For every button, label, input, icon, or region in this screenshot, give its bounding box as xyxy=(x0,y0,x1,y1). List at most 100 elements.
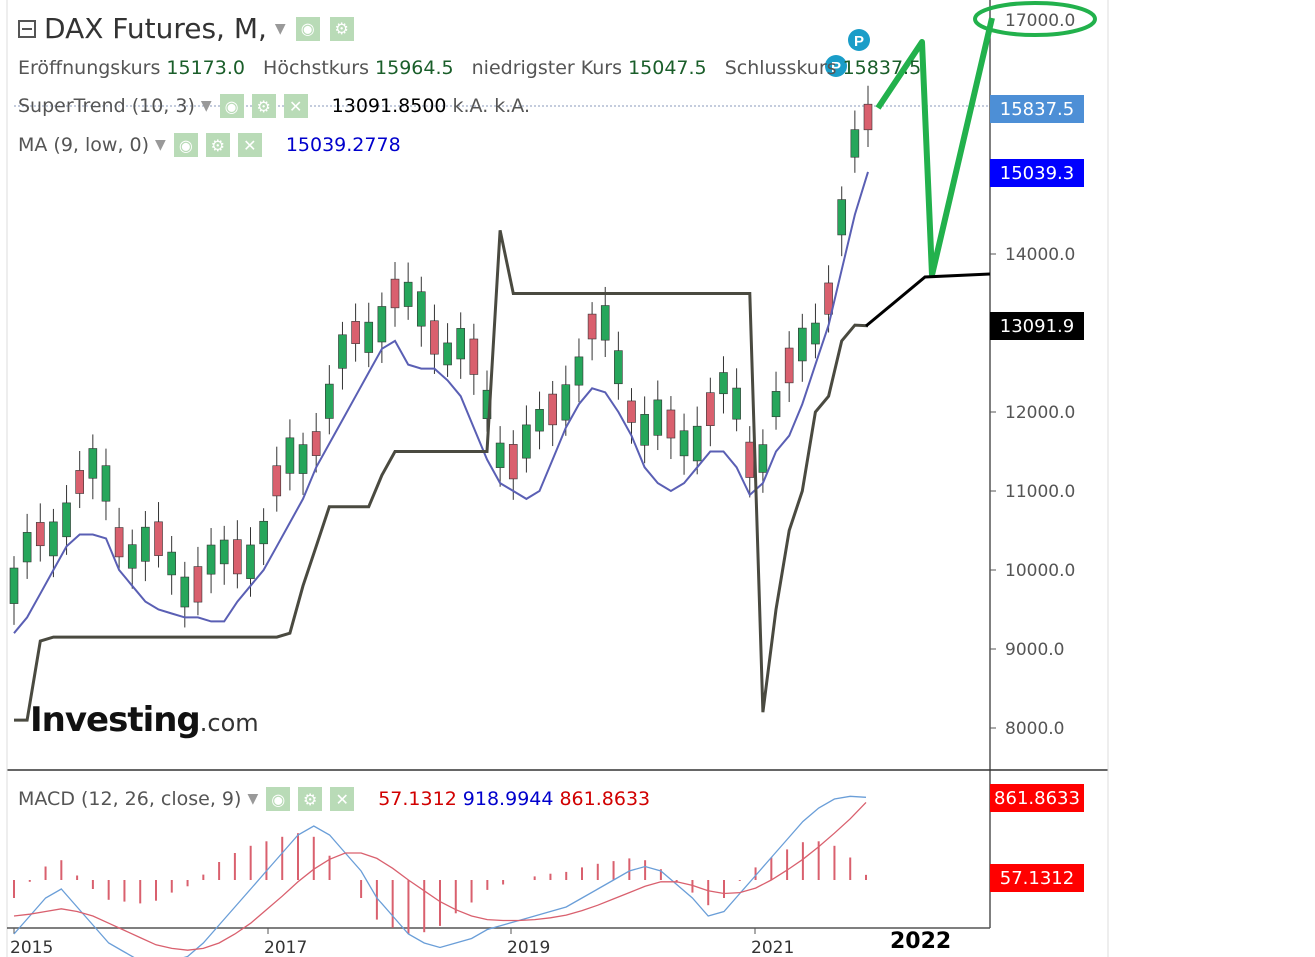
candle-body xyxy=(495,442,505,468)
candle-body xyxy=(338,334,347,369)
pivot-marker-2-label: P xyxy=(831,59,841,76)
candle-body xyxy=(88,448,98,479)
eye-icon[interactable]: ◉ xyxy=(266,787,291,811)
low-label: niedrigster Kurs xyxy=(471,57,623,79)
investing-logo: Investing.com xyxy=(30,700,259,740)
collapse-icon[interactable] xyxy=(18,19,36,38)
drawn-zigzag xyxy=(875,17,995,278)
candle-body xyxy=(692,425,702,462)
ma-label[interactable]: MA (9, low, 0) xyxy=(18,134,150,156)
candle-body xyxy=(600,305,610,341)
candle-body xyxy=(522,424,531,459)
eye-icon[interactable]: ◉ xyxy=(295,16,320,41)
macd-hist-tag: 57.1312 xyxy=(990,864,1084,892)
candle-body xyxy=(469,338,479,375)
candle-body xyxy=(351,321,360,344)
ma-legend: MA (9, low, 0) ▼ ◉ ⚙ ✕ 15039.2778 xyxy=(18,133,401,157)
candle-body xyxy=(758,444,768,473)
candle-body xyxy=(259,520,268,545)
drawn-target-ellipse xyxy=(973,1,1097,37)
x-tick-label: 2017 xyxy=(264,938,307,957)
candle-body xyxy=(653,399,663,436)
candle-body xyxy=(784,347,794,384)
close-icon[interactable]: ✕ xyxy=(237,133,262,157)
macd-label[interactable]: MACD (12, 26, close, 9) xyxy=(18,788,242,810)
candle-body xyxy=(535,409,544,432)
pivot-marker-2 xyxy=(825,55,847,77)
year-2022-label: 2022 xyxy=(890,929,951,954)
x-tick-label: 2021 xyxy=(751,938,794,957)
close-label: Schlusskurs xyxy=(724,57,837,79)
chevron-down-icon[interactable]: ▼ xyxy=(200,98,212,114)
candle-body xyxy=(745,441,755,478)
candle-body xyxy=(719,372,728,395)
candle-body xyxy=(364,321,374,353)
chevron-down-icon[interactable]: ▼ xyxy=(274,20,286,37)
gear-icon[interactable]: ⚙ xyxy=(205,133,230,157)
close-icon[interactable]: ✕ xyxy=(283,94,308,118)
chart-title: DAX Futures, M, xyxy=(44,12,267,45)
supertrend-extra-2: k.A. xyxy=(494,95,530,117)
candle-body xyxy=(443,342,452,366)
candle-body xyxy=(824,282,833,315)
candle-body xyxy=(114,527,124,558)
candle-body xyxy=(9,567,19,604)
candle-body xyxy=(732,387,741,420)
ma-price-tag: 15039.3 xyxy=(990,159,1084,187)
candle-body xyxy=(640,414,649,446)
candle-body xyxy=(141,526,150,562)
candle-body xyxy=(35,522,45,547)
candle-body xyxy=(561,384,571,421)
candle-body xyxy=(154,521,163,556)
supertrend-line xyxy=(14,229,869,722)
signal-line xyxy=(13,801,867,951)
candle-body xyxy=(206,544,216,575)
chevron-down-icon[interactable]: ▼ xyxy=(247,791,259,807)
gear-icon[interactable]: ⚙ xyxy=(329,16,354,41)
candle-body xyxy=(548,393,557,426)
candle-body xyxy=(416,291,426,327)
y-tick-label: 12000.0 xyxy=(1005,403,1075,423)
candle-body xyxy=(508,444,518,480)
chart-title-row: DAX Futures, M, ▼ ◉ ⚙ xyxy=(18,12,354,45)
x-axis: 2015 2017 2019 2021 xyxy=(10,928,794,957)
close-icon[interactable]: ✕ xyxy=(330,787,355,811)
candle-body xyxy=(614,350,623,385)
gear-icon[interactable]: ⚙ xyxy=(298,787,323,811)
candle-body xyxy=(574,356,584,386)
supertrend-extra-1: k.A. xyxy=(452,95,489,117)
candle-body xyxy=(706,392,715,426)
candle-body xyxy=(627,400,636,423)
candle-body xyxy=(233,539,242,575)
drawn-supertrend-projection xyxy=(865,272,991,328)
ma-line xyxy=(13,171,869,634)
candle-body xyxy=(430,320,439,355)
x-tick-label: 2015 xyxy=(10,938,53,957)
gear-icon[interactable]: ⚙ xyxy=(251,94,276,118)
macd-hist-value: 57.1312 xyxy=(378,788,457,810)
supertrend-label[interactable]: SuperTrend (10, 3) xyxy=(18,95,195,117)
candle-body xyxy=(456,328,466,360)
y-axis: 8000.0 9000.0 10000.0 11000.0 12000.0 14000.0 xyxy=(990,245,1075,739)
eye-icon[interactable]: ◉ xyxy=(219,94,244,118)
close-value: 15837.5 xyxy=(842,57,922,79)
candle-body xyxy=(679,430,689,457)
candle-body xyxy=(62,502,71,538)
candle-body xyxy=(298,444,308,474)
open-value: 15173.0 xyxy=(166,57,245,79)
candle-body xyxy=(377,306,387,343)
open-label: Eröffnungskurs xyxy=(18,57,161,79)
candle-body xyxy=(49,521,58,557)
eye-icon[interactable]: ◉ xyxy=(173,133,198,157)
macd-signal-value: 861.8633 xyxy=(559,788,651,810)
candle-body xyxy=(180,576,190,608)
last-price-tag: 15837.5 xyxy=(990,95,1084,123)
x-tick-label: 2019 xyxy=(507,938,550,957)
y-tick-label: 10000.0 xyxy=(1005,561,1075,581)
supertrend-price-tag: 13091.9 xyxy=(990,312,1084,340)
candle-body xyxy=(219,539,229,565)
y-tick-label: 14000.0 xyxy=(1005,245,1075,265)
macd-signal-tag: 861.8633 xyxy=(990,784,1084,812)
chevron-down-icon[interactable]: ▼ xyxy=(155,137,166,153)
